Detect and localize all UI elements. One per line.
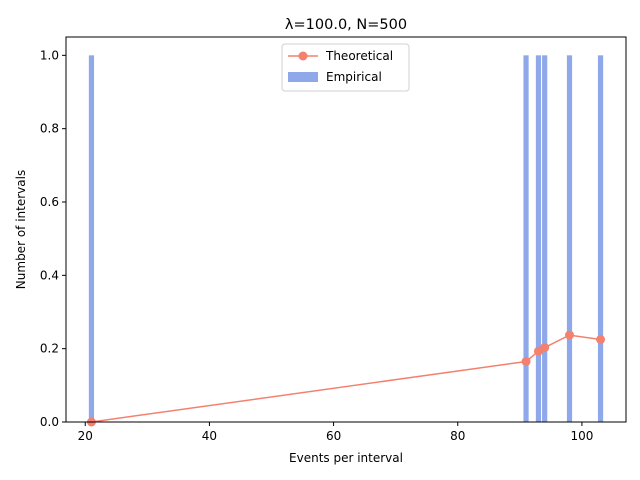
y-tick-label: 0.8 [40, 122, 59, 136]
x-axis: 20 40 60 80 100 [78, 422, 593, 443]
bar-empirical [566, 55, 573, 422]
y-tick-label: 1.0 [40, 48, 59, 62]
point-theoretical [596, 335, 606, 344]
plot-area [86, 55, 606, 427]
plot-frame [65, 36, 627, 423]
bar-empirical [542, 55, 548, 422]
point-theoretical [540, 343, 550, 353]
x-tick-label: 60 [326, 429, 341, 443]
bar-empirical [523, 55, 529, 422]
legend-bar-swatch [288, 72, 318, 82]
bar-empirical [535, 55, 542, 422]
y-tick-label: 0.0 [40, 415, 59, 429]
x-tick-label: 100 [570, 429, 593, 443]
legend-entry-empirical: Empirical [288, 70, 382, 84]
y-tick-label: 0.6 [40, 195, 59, 209]
y-tick-label: 0.4 [40, 268, 59, 282]
x-tick-label: 20 [78, 429, 93, 443]
y-axis: 0.0 0.2 0.4 0.6 0.8 1.0 [40, 48, 66, 429]
bar-empirical [597, 55, 604, 422]
legend-entry-theoretical: Theoretical [288, 49, 393, 63]
chart-title: λ=100.0, N=500 [285, 17, 407, 33]
legend: Theoretical Empirical [281, 43, 410, 92]
legend-label-theoretical: Theoretical [325, 49, 393, 63]
x-axis-label: Events per interval [289, 451, 403, 465]
y-axis-label: Number of intervals [14, 170, 28, 289]
legend-marker-swatch [298, 51, 308, 61]
x-tick-label: 40 [202, 429, 217, 443]
y-tick-label: 0.2 [40, 342, 59, 356]
legend-label-empirical: Empirical [326, 70, 382, 84]
bar-empirical [88, 55, 95, 422]
point-theoretical [565, 330, 575, 340]
point-theoretical [521, 357, 531, 366]
x-tick-label: 80 [450, 429, 465, 443]
